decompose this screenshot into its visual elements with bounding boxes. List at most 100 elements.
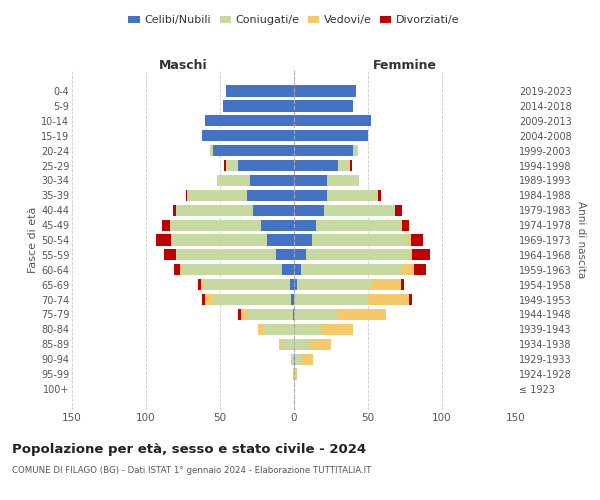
Bar (276, 250, 294, 260)
Text: Popolazione per età, sesso e stato civile - 2024: Popolazione per età, sesso e stato civil… (12, 442, 366, 456)
Bar (187, 190, 247, 201)
Bar (294, 204, 323, 216)
Bar (379, 190, 382, 201)
Bar (294, 250, 306, 260)
Bar (294, 100, 353, 112)
Bar (294, 264, 301, 276)
Bar (279, 338, 282, 350)
Bar (338, 160, 350, 171)
Bar (294, 338, 309, 350)
Bar (401, 279, 404, 290)
Bar (320, 324, 353, 335)
Bar (409, 250, 412, 260)
Bar (295, 354, 301, 365)
Bar (223, 100, 294, 112)
Bar (323, 204, 395, 216)
Bar (301, 264, 402, 276)
Bar (408, 234, 411, 246)
Bar (164, 250, 176, 260)
Bar (306, 250, 409, 260)
Bar (294, 190, 326, 201)
Bar (226, 86, 294, 96)
Bar (294, 294, 368, 305)
Bar (294, 279, 297, 290)
Bar (176, 250, 276, 260)
Text: COMUNE DI FILAGO (BG) - Dati ISTAT 1° gennaio 2024 - Elaborazione TUTTITALIA.IT: COMUNE DI FILAGO (BG) - Dati ISTAT 1° ge… (12, 466, 371, 475)
Bar (402, 220, 409, 230)
Bar (176, 204, 253, 216)
Bar (293, 309, 294, 320)
Bar (262, 220, 294, 230)
Bar (202, 294, 205, 305)
Bar (402, 264, 414, 276)
Bar (217, 175, 250, 186)
Bar (162, 220, 170, 230)
Bar (297, 279, 371, 290)
Bar (241, 309, 248, 320)
Bar (291, 294, 294, 305)
Bar (282, 264, 294, 276)
Bar (294, 354, 295, 365)
Bar (171, 234, 268, 246)
Bar (411, 234, 423, 246)
Bar (182, 264, 282, 276)
Bar (312, 234, 408, 246)
Bar (294, 160, 338, 171)
Bar (224, 160, 226, 171)
Bar (326, 190, 379, 201)
Bar (226, 160, 238, 171)
Bar (368, 294, 409, 305)
Bar (265, 324, 294, 335)
Bar (294, 324, 320, 335)
Bar (294, 220, 316, 230)
Bar (170, 220, 262, 230)
Bar (259, 324, 265, 335)
Bar (326, 175, 359, 186)
Bar (198, 279, 201, 290)
Bar (209, 145, 212, 156)
Bar (294, 309, 338, 320)
Bar (238, 309, 241, 320)
Bar (174, 264, 180, 276)
Bar (294, 86, 356, 96)
Bar (294, 130, 368, 141)
Bar (316, 220, 402, 230)
Bar (282, 338, 294, 350)
Bar (205, 115, 294, 126)
Bar (350, 160, 352, 171)
Bar (202, 130, 294, 141)
Bar (247, 190, 294, 201)
Bar (309, 338, 331, 350)
Bar (294, 115, 371, 126)
Bar (294, 175, 326, 186)
Bar (290, 279, 294, 290)
Bar (248, 309, 293, 320)
Bar (294, 234, 312, 246)
Bar (212, 145, 294, 156)
Bar (293, 368, 294, 380)
Bar (395, 204, 402, 216)
Bar (301, 354, 313, 365)
Bar (291, 354, 294, 365)
Bar (294, 145, 353, 156)
Bar (253, 204, 294, 216)
Bar (409, 294, 412, 305)
Legend: Celibi/Nubili, Coniugati/e, Vedovi/e, Divorziati/e: Celibi/Nubili, Coniugati/e, Vedovi/e, Di… (124, 11, 464, 30)
Bar (371, 279, 401, 290)
Bar (353, 145, 358, 156)
Bar (157, 234, 171, 246)
Bar (201, 279, 204, 290)
Bar (180, 264, 182, 276)
Y-axis label: Anni di nascita: Anni di nascita (575, 202, 586, 278)
Bar (414, 264, 426, 276)
Text: Femmine: Femmine (373, 58, 437, 71)
Y-axis label: Fasce di età: Fasce di età (28, 207, 38, 273)
Text: Maschi: Maschi (158, 58, 208, 71)
Bar (338, 309, 386, 320)
Bar (412, 250, 430, 260)
Bar (250, 175, 294, 186)
Bar (205, 294, 214, 305)
Bar (238, 160, 294, 171)
Bar (173, 204, 176, 216)
Bar (186, 190, 187, 201)
